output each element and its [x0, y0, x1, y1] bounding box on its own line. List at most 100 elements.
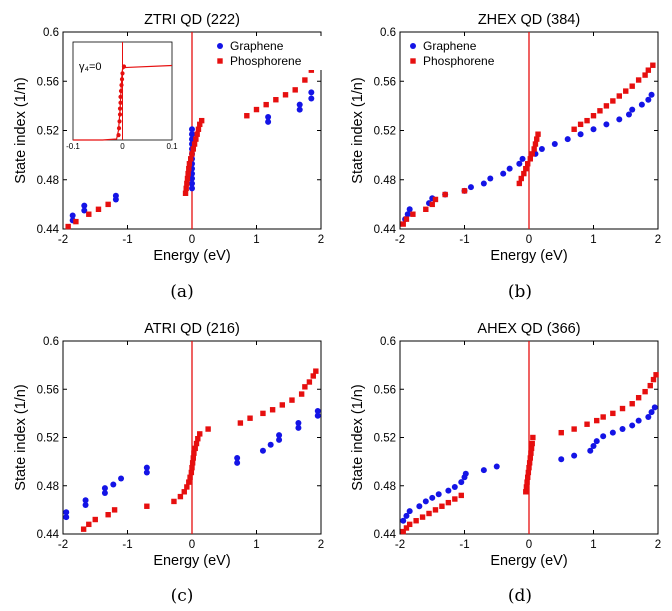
series-graphene — [63, 407, 321, 521]
data-point-phosphorene — [198, 117, 205, 124]
data-point-phosphorene — [190, 455, 196, 461]
data-point-phosphorene — [191, 141, 198, 147]
inset-data-point — [119, 77, 125, 82]
data-point-phosphorene — [186, 479, 192, 485]
x-tick-label: -2 — [58, 234, 68, 246]
data-point-phosphorene — [308, 67, 315, 73]
y-tick-label: 0.56 — [374, 384, 396, 396]
data-point-graphene — [593, 438, 600, 445]
series-graphene — [400, 404, 658, 524]
data-point-graphene — [564, 136, 571, 143]
data-point-phosphorene — [177, 493, 184, 500]
inset-x-tick-label: 0 — [120, 142, 125, 151]
inset-data-point — [117, 106, 123, 111]
y-tick-label: 0.52 — [37, 433, 59, 445]
data-point-graphene — [406, 206, 413, 213]
x-axis-label: Energy (eV) — [490, 248, 567, 264]
data-point-phosphorene — [516, 180, 523, 187]
inset-data-point — [118, 100, 123, 105]
data-point-phosphorene — [105, 512, 111, 518]
data-point-phosphorene — [629, 83, 635, 89]
x-tick-label: 0 — [526, 234, 532, 246]
data-point-graphene — [295, 420, 302, 427]
y-tick-label: 0.6 — [43, 27, 59, 39]
panel-a: ZTRI QD (222) -2 -1 0 1 2 0.44 0.48 0.52 0.56 0.6 E… — [13, 12, 324, 302]
data-point-phosphorene — [523, 489, 529, 495]
data-point-phosphorene — [197, 431, 203, 437]
data-point-phosphorene — [92, 516, 98, 523]
data-point-graphene — [603, 121, 610, 128]
data-point-phosphorene — [452, 496, 458, 502]
data-point-phosphorene — [260, 410, 266, 417]
data-point-phosphorene — [594, 417, 600, 424]
data-point-phosphorene — [403, 525, 410, 531]
data-point-phosphorene — [525, 474, 531, 481]
x-tick-label: -1 — [459, 234, 469, 246]
data-point-graphene — [276, 436, 283, 443]
data-point-phosphorene — [518, 175, 524, 182]
data-point-graphene — [480, 467, 487, 474]
data-point-graphene — [558, 456, 565, 463]
y-tick-label: 0.44 — [374, 529, 397, 541]
data-point-graphene — [189, 175, 195, 182]
data-point-phosphorene — [244, 113, 250, 119]
inset-x-tick-label: 0.1 — [166, 142, 178, 151]
data-point-graphene — [296, 101, 303, 108]
x-tick-label: 1 — [253, 234, 259, 246]
inset-data-point — [120, 71, 125, 76]
data-point-phosphorene — [188, 469, 195, 476]
x-tick-label: 1 — [253, 539, 259, 551]
data-point-graphene — [308, 95, 315, 102]
data-point-phosphorene — [635, 394, 642, 401]
data-point-phosphorene — [423, 206, 429, 212]
data-point-phosphorene — [95, 206, 102, 212]
data-point-phosphorene — [600, 414, 606, 420]
x-tick-label: 0 — [189, 539, 195, 551]
y-tick-label: 0.48 — [37, 481, 59, 493]
data-point-phosphorene — [529, 440, 535, 447]
data-point-phosphorene — [619, 405, 626, 412]
data-point-graphene — [577, 131, 584, 138]
data-point-phosphorene — [535, 131, 541, 137]
data-point-graphene — [519, 155, 526, 162]
data-point-phosphorene — [80, 526, 87, 532]
data-point-phosphorene — [185, 170, 191, 177]
data-point-phosphorene — [635, 77, 642, 83]
data-point-phosphorene — [302, 384, 308, 390]
y-tick-label: 0.6 — [43, 336, 59, 348]
data-point-graphene — [625, 111, 632, 118]
data-point-phosphorene — [419, 514, 426, 520]
data-point-phosphorene — [186, 165, 192, 172]
chart-title: AHEX QD (366) — [477, 321, 580, 337]
data-point-phosphorene — [524, 479, 530, 485]
data-point-graphene — [101, 489, 108, 496]
data-point-graphene — [445, 487, 452, 494]
data-point-phosphorene — [429, 201, 435, 208]
data-point-graphene — [635, 417, 642, 424]
data-point-phosphorene — [650, 62, 656, 68]
y-tick-label: 0.52 — [37, 126, 59, 138]
data-point-graphene — [638, 101, 645, 108]
series-phosphorene — [80, 368, 319, 532]
data-point-graphene — [648, 409, 655, 416]
data-point-phosphorene — [458, 492, 464, 499]
data-point-graphene — [189, 131, 195, 138]
inset-data-point — [118, 94, 123, 99]
data-point-phosphorene — [461, 188, 468, 194]
panel-caption: (c) — [171, 586, 194, 606]
data-point-phosphorene — [623, 88, 629, 94]
series-phosphorene — [400, 62, 656, 227]
data-point-phosphorene — [610, 410, 616, 417]
y-tick-label: 0.48 — [374, 175, 396, 187]
data-point-phosphorene — [86, 521, 92, 528]
inset-data-point — [121, 64, 127, 69]
data-point-phosphorene — [527, 455, 533, 461]
data-point-graphene — [234, 459, 241, 466]
data-point-phosphorene — [237, 420, 244, 426]
data-point-phosphorene — [410, 211, 416, 217]
legend-label: Graphene — [230, 39, 284, 53]
legend-marker-phosphorene — [217, 58, 223, 64]
data-point-graphene — [590, 126, 597, 133]
y-axis-label: State index (1/n) — [13, 384, 29, 490]
